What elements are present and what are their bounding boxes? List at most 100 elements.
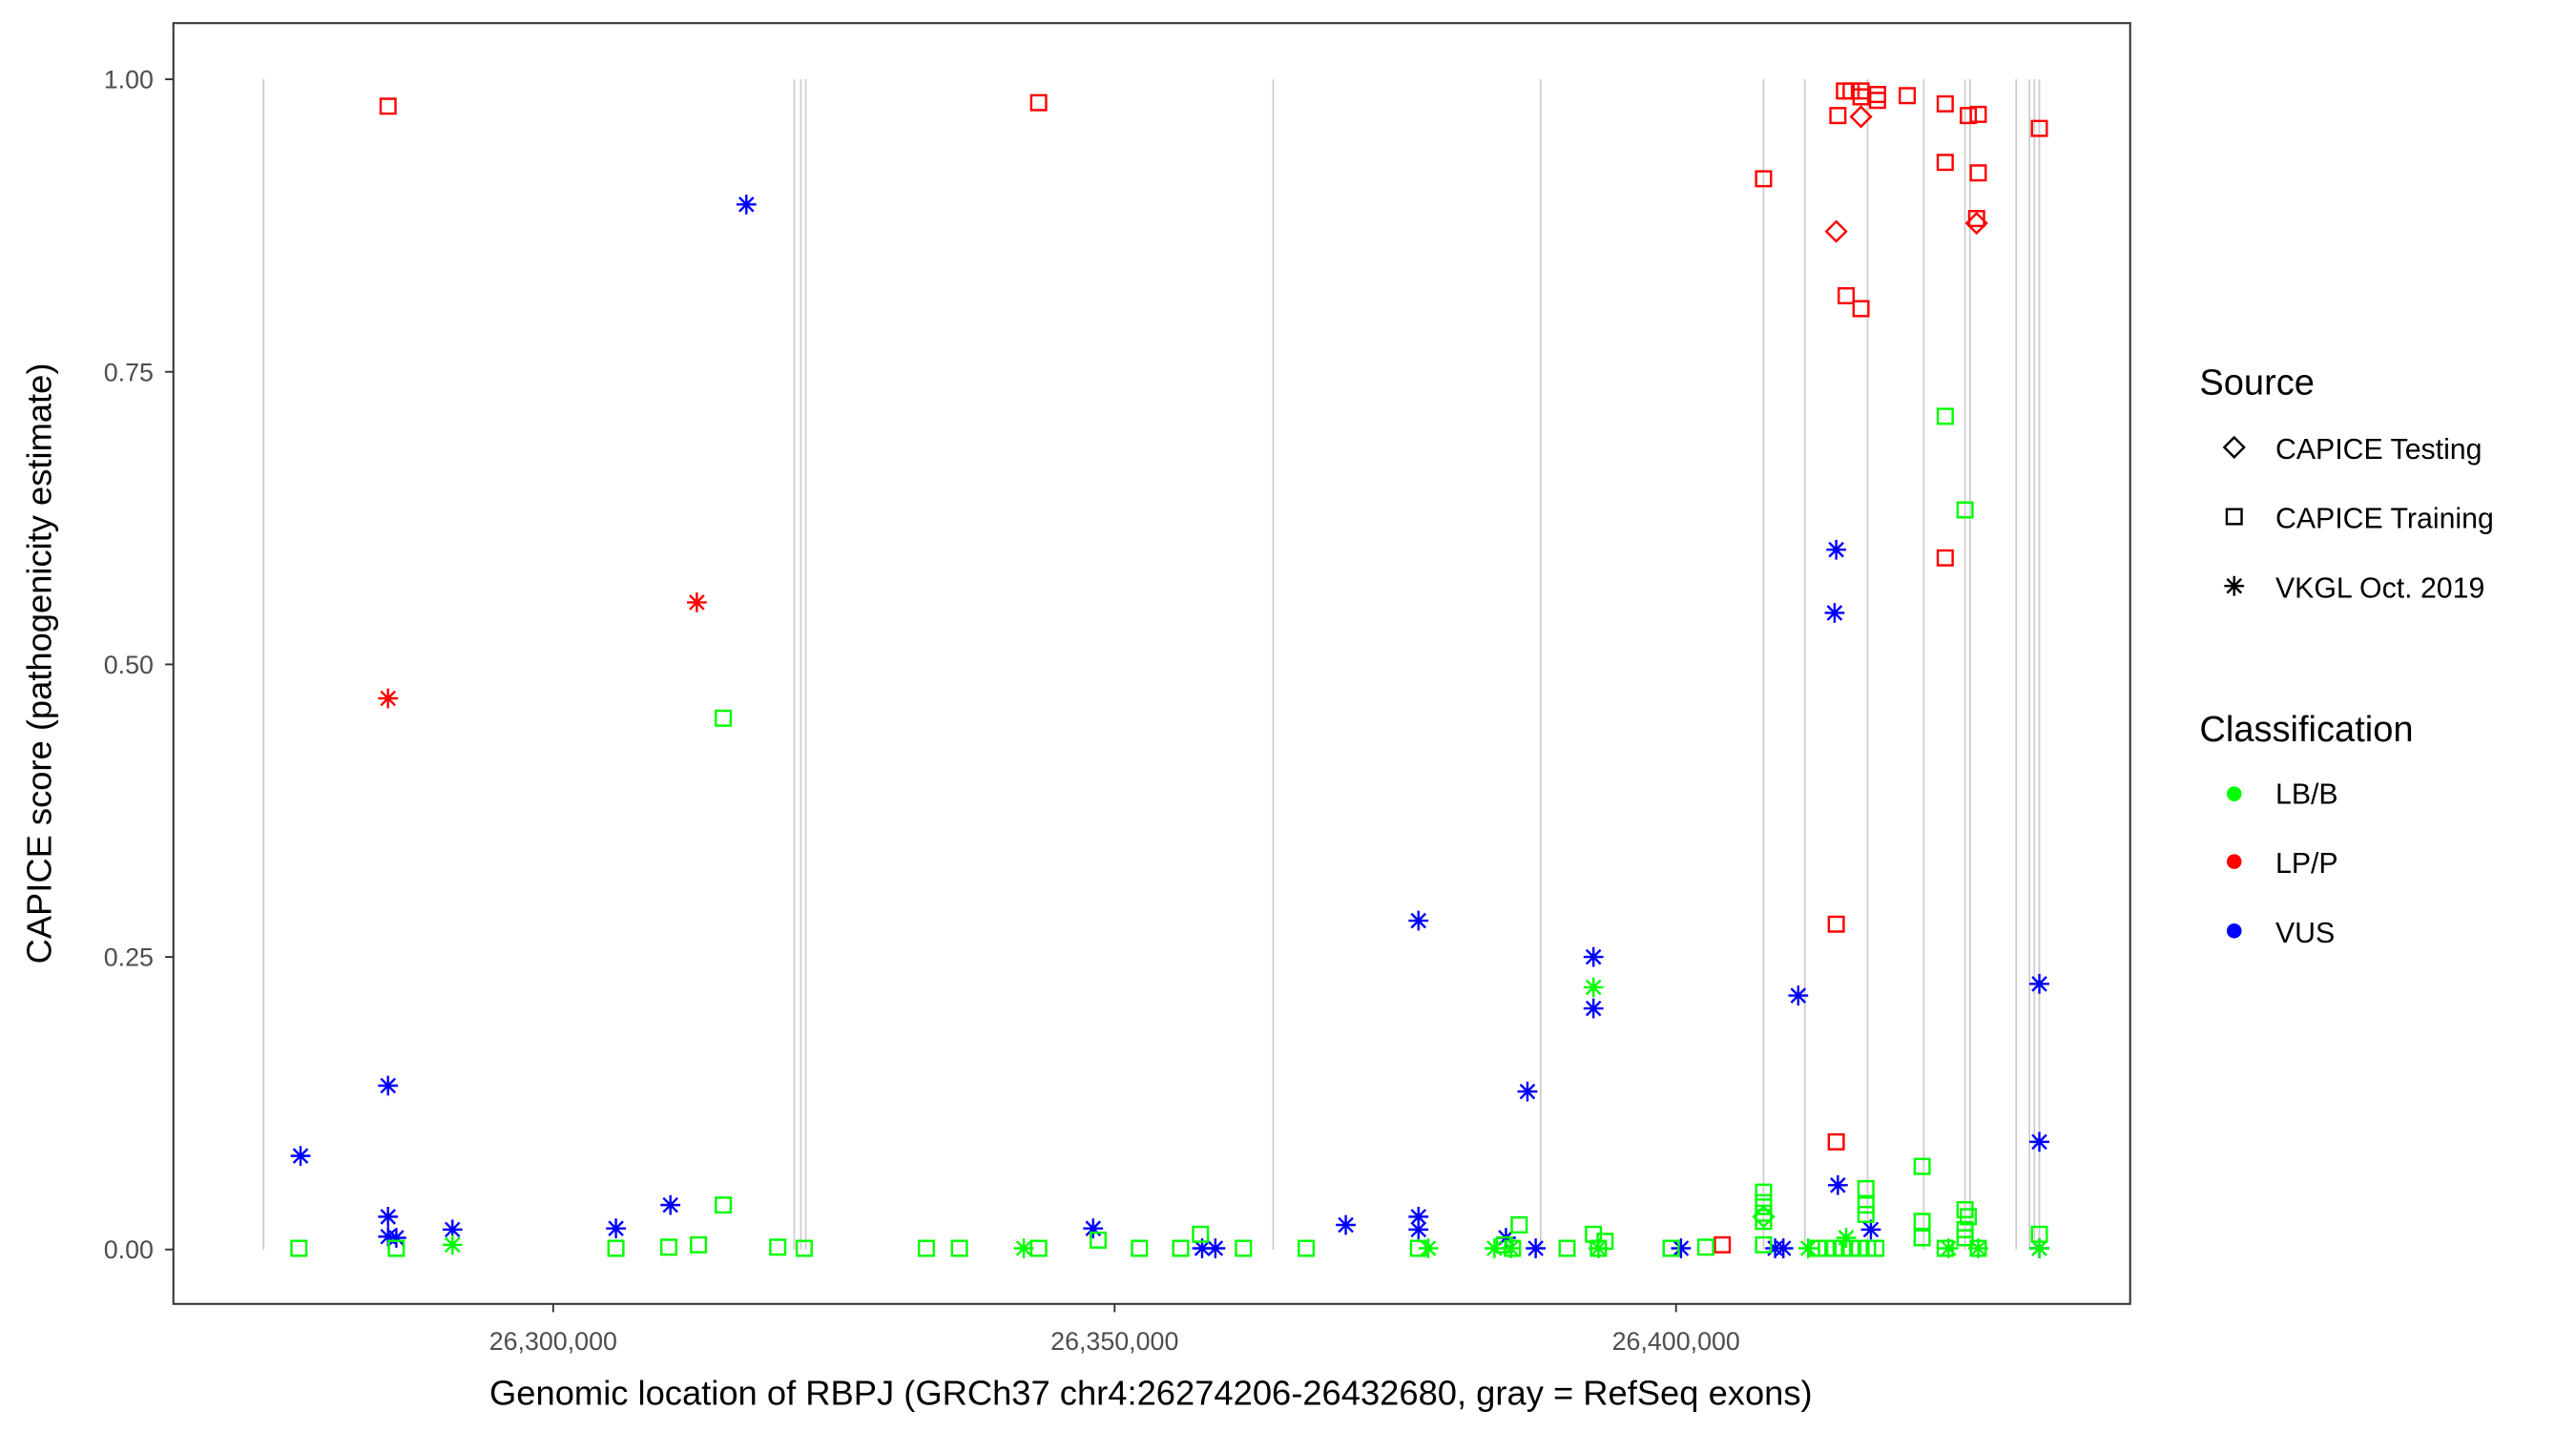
data-point-asterisk — [290, 1146, 311, 1166]
data-point-square — [1131, 1239, 1149, 1257]
data-point-square — [379, 97, 397, 115]
data-point-asterisk — [1826, 539, 1846, 560]
data-point-square — [795, 1239, 813, 1257]
data-point-square — [1558, 1239, 1576, 1257]
data-point-square — [1755, 1183, 1773, 1201]
data-point-square — [290, 1239, 308, 1257]
data-point-square — [1960, 1208, 1978, 1226]
data-point-asterisk — [1824, 603, 1845, 623]
exon-lines — [262, 79, 2041, 1250]
x-axis: 26,300,000 26,350,000 26,400,000 — [489, 1303, 1740, 1356]
data-point-square — [1089, 1231, 1107, 1249]
y-tick-label: 1.00 — [104, 66, 154, 94]
data-point-square — [1409, 1239, 1427, 1257]
legend-swatch-lpp — [2226, 854, 2242, 869]
data-point-square — [1867, 1239, 1885, 1257]
data-point-asterisk — [442, 1219, 463, 1240]
legend-square-icon — [2225, 508, 2243, 526]
data-point-asterisk — [2029, 1131, 2049, 1152]
x-tick-label: 26,350,000 — [1050, 1327, 1178, 1356]
legend-asterisk-icon — [2224, 575, 2245, 596]
data-point-diamond — [1964, 211, 1988, 236]
data-point-square — [1969, 105, 1987, 123]
data-point-square — [1755, 1193, 1773, 1212]
data-point-square — [715, 709, 733, 727]
data-point-square — [1029, 93, 1048, 112]
data-point-square — [1755, 1235, 1773, 1254]
legend-item-vkgl — [2224, 575, 2245, 596]
data-point-square — [1852, 88, 1870, 106]
legend-label: LB/B — [2275, 779, 2338, 811]
data-point-diamond — [1849, 105, 1873, 129]
data-point-asterisk — [378, 688, 399, 709]
legend-label: VUS — [2275, 918, 2335, 949]
legend-item-capice-testing — [2222, 435, 2246, 459]
data-point-square — [1192, 1225, 1210, 1243]
data-point-square — [1662, 1239, 1680, 1257]
data-point-square — [917, 1239, 935, 1257]
data-point-asterisk — [1484, 1238, 1505, 1258]
data-point-diamond — [1752, 1205, 1776, 1229]
legend-label: LP/P — [2275, 848, 2338, 880]
data-point-square — [715, 1196, 733, 1214]
y-tick-label: 0.50 — [104, 651, 154, 679]
data-point-square — [1029, 1239, 1048, 1257]
data-point-asterisk — [1968, 1238, 1988, 1258]
data-point-square — [1827, 915, 1845, 933]
data-point-square — [1936, 407, 1954, 425]
plot-background — [173, 23, 2130, 1304]
data-point-square — [1967, 210, 1985, 228]
data-point-square — [1936, 1239, 1954, 1257]
data-points — [290, 82, 2049, 1258]
data-point-square — [607, 1239, 625, 1257]
x-tick-label: 26,400,000 — [1612, 1327, 1740, 1356]
legend-swatch-lbb — [2226, 786, 2242, 801]
legend-diamond-icon — [2222, 435, 2246, 459]
data-point-asterisk — [2029, 1238, 2049, 1258]
data-point-square — [1936, 549, 1954, 567]
data-point-square — [1913, 1213, 1931, 1231]
y-tick-label: 0.75 — [104, 358, 154, 386]
data-point-asterisk — [1836, 1228, 1857, 1248]
data-point-diamond — [1824, 219, 1848, 243]
data-point-asterisk — [1205, 1238, 1226, 1258]
data-point-square — [1235, 1239, 1253, 1257]
data-point-square — [1589, 1239, 1608, 1257]
data-point-square — [1755, 1213, 1773, 1231]
data-point-square — [1714, 1235, 1732, 1254]
data-point-asterisk — [1773, 1238, 1794, 1258]
y-tick-label: 0.00 — [104, 1235, 154, 1264]
data-point-square — [1504, 1239, 1522, 1257]
data-point-square — [690, 1235, 708, 1254]
data-point-asterisk — [736, 194, 757, 215]
data-point-asterisk — [378, 1226, 399, 1247]
data-point-square — [1960, 107, 1978, 125]
data-point-asterisk — [1938, 1238, 1959, 1258]
data-point-asterisk — [606, 1218, 626, 1239]
data-point-square — [1857, 1196, 1875, 1214]
data-point-asterisk — [1418, 1238, 1439, 1258]
data-point-square — [1842, 82, 1860, 100]
data-point-square — [1936, 154, 1954, 172]
x-tick-label: 26,300,000 — [489, 1327, 617, 1356]
y-axis: 0.00 0.25 0.50 0.75 1.00 — [104, 66, 174, 1264]
data-point-asterisk — [1517, 1081, 1538, 1102]
data-point-asterisk — [378, 1075, 399, 1096]
data-point-square — [1969, 164, 1987, 182]
legend-label: CAPICE Testing — [2275, 434, 2482, 466]
data-point-square — [1913, 1229, 1931, 1247]
data-point-asterisk — [1336, 1214, 1356, 1235]
data-point-square — [1936, 94, 1954, 113]
data-point-square — [1913, 1157, 1931, 1175]
data-point-square — [2030, 1225, 2048, 1243]
data-point-asterisk — [1583, 998, 1604, 1019]
data-point-square — [1857, 1179, 1875, 1197]
data-point-asterisk — [442, 1234, 463, 1255]
legend-item-capice-training — [2225, 508, 2243, 526]
data-point-square — [769, 1238, 787, 1256]
data-point-asterisk — [1797, 1238, 1818, 1258]
data-point-asterisk — [1671, 1238, 1692, 1258]
y-tick-label: 0.25 — [104, 944, 154, 972]
data-point-asterisk — [386, 1228, 406, 1248]
